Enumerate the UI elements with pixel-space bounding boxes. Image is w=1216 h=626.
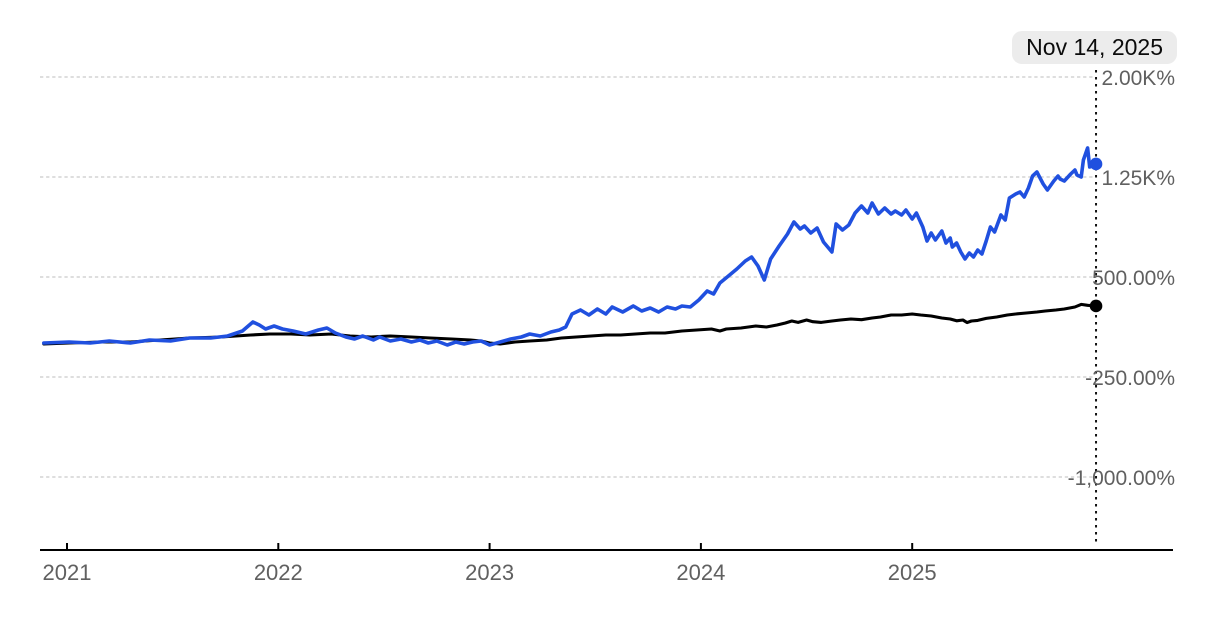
y-axis-label: -1,000.00% (1068, 467, 1175, 490)
y-axis-label: -250.00% (1085, 367, 1175, 390)
y-axis-label: 2.00K% (1101, 67, 1175, 90)
x-axis-label: 2023 (465, 560, 514, 585)
x-axis-label: 2021 (43, 560, 92, 585)
y-axis-label: 500.00% (1092, 267, 1175, 290)
blue-series-end-dot (1089, 157, 1103, 171)
date-tooltip: Nov 14, 2025 (1012, 31, 1177, 64)
x-axis-label: 2024 (676, 560, 725, 585)
blue-series-line (41, 146, 1098, 347)
black-series-end-dot (1089, 299, 1103, 313)
x-axis-label: 2025 (888, 560, 937, 585)
x-axis-label: 2022 (254, 560, 303, 585)
black-series-line (42, 302, 1098, 346)
y-axis-label: 1.25K% (1101, 167, 1175, 190)
